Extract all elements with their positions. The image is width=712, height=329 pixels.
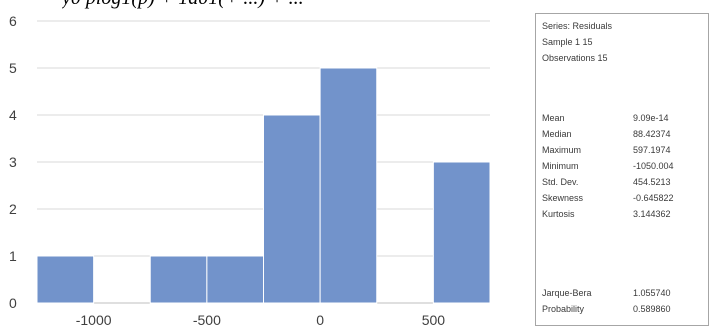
histogram-bar bbox=[432, 161, 491, 304]
stat-label: Kurtosis bbox=[542, 209, 575, 219]
stat-label: Jarque-Bera bbox=[542, 288, 592, 298]
gridlines bbox=[37, 20, 490, 304]
stat-row-minimum: Minimum -1050.004 bbox=[542, 160, 706, 173]
stat-row-std-dev: Std. Dev. 454.5213 bbox=[542, 176, 706, 189]
y-tick-label: 4 bbox=[9, 107, 17, 123]
histogram-bars bbox=[36, 67, 491, 304]
x-tick-label: -1000 bbox=[76, 312, 112, 328]
x-tick-label: -500 bbox=[193, 312, 221, 328]
sample-label: Sample 1 15 bbox=[542, 37, 593, 47]
y-tick-label: 6 bbox=[9, 13, 17, 29]
series-label: Series: Residuals bbox=[542, 21, 613, 31]
histogram-bar bbox=[149, 255, 208, 304]
histogram-bar bbox=[36, 255, 95, 304]
stat-label: Probability bbox=[542, 304, 585, 314]
y-tick-label: 3 bbox=[9, 154, 17, 170]
stat-value: 597.1974 bbox=[633, 145, 671, 155]
x-tick-label: 0 bbox=[316, 312, 324, 328]
stat-row-median: Median 88.42374 bbox=[542, 128, 706, 141]
stat-row-maximum: Maximum 597.1974 bbox=[542, 144, 706, 157]
stat-value: -1050.004 bbox=[633, 161, 674, 171]
stat-value: 0.589860 bbox=[633, 304, 671, 314]
residuals-histogram: 0 1 2 3 4 5 6 -1000 -500 0 500 bbox=[9, 13, 491, 328]
observations-label: Observations 15 bbox=[542, 53, 608, 63]
stat-value: 454.5213 bbox=[633, 177, 671, 187]
histogram-bar bbox=[206, 255, 264, 304]
stat-row-mean: Mean 9.09e-14 bbox=[542, 112, 706, 125]
y-tick-label: 0 bbox=[9, 295, 17, 311]
x-tick-label: 500 bbox=[422, 312, 446, 328]
stat-label: Mean bbox=[542, 113, 565, 123]
stat-label: Skewness bbox=[542, 193, 584, 203]
stat-row-jarque-bera: Jarque-Bera 1.055740 bbox=[542, 287, 706, 300]
cropped-caption: y0 plog1(p) + 1d01(+ ...) + ... bbox=[0, 0, 712, 9]
stat-row-kurtosis: Kurtosis 3.144362 bbox=[542, 208, 706, 221]
x-axis-ticks: -1000 -500 0 500 bbox=[76, 312, 446, 328]
stat-row-probability: Probability 0.589860 bbox=[542, 303, 706, 316]
stat-value: 3.144362 bbox=[633, 209, 671, 219]
y-tick-label: 2 bbox=[9, 201, 17, 217]
stat-label: Minimum bbox=[542, 161, 579, 171]
y-tick-label: 5 bbox=[9, 60, 17, 76]
stat-value: 1.055740 bbox=[633, 288, 671, 298]
caption-text: y0 plog1(p) + 1d01(+ ...) + ... bbox=[62, 0, 422, 9]
histogram-bar bbox=[319, 67, 378, 304]
y-axis-ticks: 0 1 2 3 4 5 6 bbox=[9, 13, 17, 311]
stat-row-skewness: Skewness -0.645822 bbox=[542, 192, 706, 205]
stat-label: Median bbox=[542, 129, 572, 139]
statistics-panel: Series: Residuals Sample 1 15 Observatio… bbox=[535, 13, 709, 326]
stat-label: Maximum bbox=[542, 145, 582, 155]
y-tick-label: 1 bbox=[9, 248, 17, 264]
stat-label: Std. Dev. bbox=[542, 177, 579, 187]
stat-value: 9.09e-14 bbox=[633, 113, 669, 123]
stat-value: 88.42374 bbox=[633, 129, 671, 139]
histogram-bar bbox=[263, 114, 321, 304]
stat-value: -0.645822 bbox=[633, 193, 674, 203]
